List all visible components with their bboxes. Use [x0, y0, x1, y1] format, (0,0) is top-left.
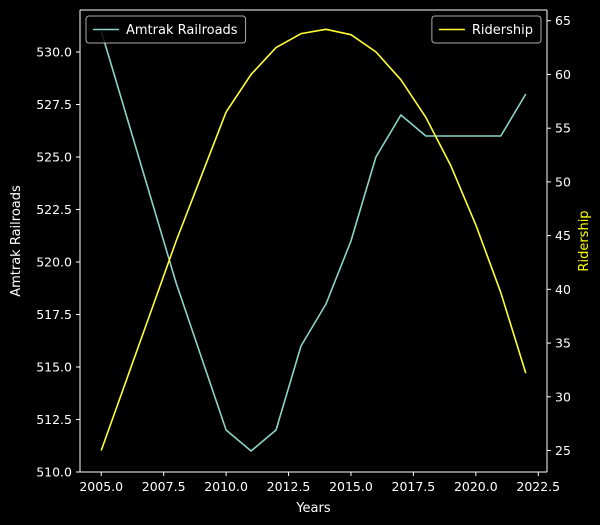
series-line-2	[100, 28, 527, 451]
x-tick-label: 2005.0	[79, 479, 123, 494]
legend-label: Ridership	[472, 23, 533, 38]
right-tick-label: 55	[555, 121, 571, 136]
left-tick-label: 512.5	[36, 412, 72, 427]
series-line-1	[100, 30, 527, 452]
left-tick-label: 510.0	[36, 465, 72, 480]
right-tick-label: 45	[555, 228, 571, 243]
left-tick-label: 525.0	[36, 150, 72, 165]
x-tick-label: 2020.0	[454, 479, 498, 494]
right-tick-label: 35	[555, 336, 571, 351]
left-tick-label: 517.5	[36, 307, 72, 322]
x-tick-label: 2022.5	[516, 479, 560, 494]
left-tick-label: 522.5	[36, 202, 72, 217]
x-tick-label: 2007.5	[142, 479, 186, 494]
right-tick-label: 65	[555, 13, 571, 28]
legends: Amtrak Railroads Ridership	[85, 15, 542, 44]
legend-frame	[85, 15, 247, 44]
x-axis: 2005.0 2007.5 2010.0 2012.5 2015.0 2017.5 2020…	[79, 471, 560, 494]
legend-label: Amtrak Railroads	[126, 23, 238, 38]
legend-2: Ridership	[431, 15, 542, 44]
left-tick-label: 515.0	[36, 360, 72, 375]
left-tick-label: 530.0	[36, 45, 72, 60]
left-tick-label: 520.0	[36, 255, 72, 270]
x-tick-label: 2012.5	[267, 479, 311, 494]
left-y-axis: 510.0 512.5 515.0 517.5 520.0 522.5 525.0 527.5…	[36, 10, 81, 480]
legend-frame	[431, 15, 542, 44]
plot-area	[80, 9, 547, 452]
right-y-axis: 25 30 35 40 45 50 55 60 65	[546, 10, 571, 472]
legend-1: Amtrak Railroads	[85, 15, 247, 44]
right-tick-label: 30	[555, 389, 571, 404]
x-axis-title: Years	[295, 501, 331, 516]
x-tick-label: 2017.5	[392, 479, 436, 494]
right-tick-label: 25	[555, 443, 571, 458]
right-tick-label: 50	[555, 174, 571, 189]
right-tick-label: 40	[555, 282, 571, 297]
right-tick-label: 60	[555, 67, 571, 82]
right-axis-title: Ridership	[577, 210, 592, 271]
x-tick-label: 2015.0	[329, 479, 373, 494]
left-axis-title: Amtrak Railroads	[9, 185, 24, 297]
left-tick-label: 527.5	[36, 97, 72, 112]
x-tick-label: 2010.0	[204, 479, 248, 494]
